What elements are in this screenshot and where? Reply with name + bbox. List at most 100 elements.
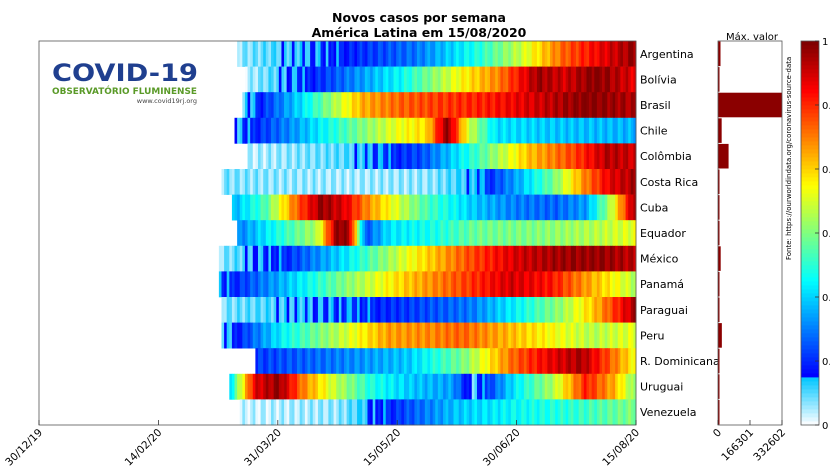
heatmap-cell [304,143,308,170]
heatmap-cell [534,169,538,195]
heatmap-cell [596,194,600,221]
heatmap-cell [325,169,329,195]
colorbar-step [801,325,819,330]
heatmap-cell [503,143,506,170]
heatmap-cell [557,271,561,298]
colorbar-step [801,57,819,62]
heatmap-cell [422,373,426,400]
heatmap-cell [375,297,379,323]
heatmap-cell [377,117,381,144]
heatmap-cell [583,194,587,221]
row-label: Cuba [640,201,668,214]
heatmap-cell [224,169,228,195]
heatmap-cell [427,117,431,144]
max-value-bar [718,348,720,374]
heatmap-cell [289,373,293,400]
heatmap-cell [615,373,619,400]
heatmap-cell [557,220,561,247]
heatmap-cell [380,117,384,144]
heatmap-cell [284,117,288,144]
heatmap-cell [242,117,246,144]
heatmap-cell [393,66,397,93]
heatmap-cell [323,41,327,67]
heatmap-cell [625,245,629,272]
heatmap-cell [297,245,301,272]
heatmap-cell [568,373,572,400]
heatmap-cell [317,348,321,375]
heatmap-cell [453,245,457,272]
heatmap-cell [414,399,418,426]
heatmap-cell [557,117,561,144]
heatmap-cell [362,143,366,170]
heatmap-cell [357,143,361,170]
heatmap-cell [430,41,434,67]
heatmap-cell [357,399,361,426]
heatmap-cell [239,373,243,400]
heatmap-cell [536,399,540,426]
heatmap-cell [359,271,363,298]
heatmap-cell [359,245,363,272]
heatmap-cell [367,399,371,426]
heatmap-cell [385,297,389,323]
heatmap-cell [508,194,512,221]
heatmap-cell [299,220,303,247]
heatmap-cell [529,169,533,195]
heatmap-cell [341,92,345,119]
max-value-bar [718,92,782,118]
colorbar-step [801,277,819,282]
heatmap-cell [268,245,272,272]
heatmap-cell [375,169,379,195]
heatmap-cell [312,373,316,400]
heatmap-cell [591,297,595,323]
heatmap-cell [278,41,282,67]
heatmap-cell [252,143,256,170]
heatmap-cell [557,373,561,400]
heatmap-cell [333,92,337,119]
heatmap-cell [492,373,496,400]
heatmap-cell [539,373,543,400]
colorbar-step [801,341,819,346]
heatmap-cell [338,322,342,349]
heatmap-cell [278,373,282,400]
heatmap-cell [440,348,444,375]
heatmap-cell [458,348,462,375]
heatmap-cell [568,399,572,426]
heatmap-cell [471,41,475,67]
heatmap-cell [406,271,410,298]
heatmap-cell [427,66,431,93]
heatmap-cell [237,117,241,144]
heatmap-cell [479,322,483,349]
heatmap-cell [315,220,319,247]
heatmap-cell [317,220,321,247]
heatmap-cell [255,373,259,400]
heatmap-cell [312,143,316,170]
heatmap-cell [453,348,457,375]
heatmap-cell [242,322,246,349]
heatmap-cell [257,297,261,323]
heatmap-cell [578,373,582,400]
colorbar-step [801,81,819,86]
heatmap-cell [583,143,587,170]
heatmap-cell [351,271,355,298]
heatmap-cell [490,41,493,67]
colorbar-step [801,237,819,242]
heatmap-cell [299,373,303,400]
heatmap-cell [427,399,431,426]
heatmap-cell [589,245,593,272]
heatmap-cell [542,373,546,400]
heatmap-cell [354,169,358,195]
heatmap-cell [398,220,402,247]
heatmap-cell [570,348,574,375]
heatmap-cell [612,322,616,349]
heatmap-cell [596,373,600,400]
heatmap-cell [547,143,551,170]
heatmap-cell [383,92,387,119]
heatmap-cell [578,169,582,195]
heatmap-cell [518,143,522,170]
heatmap-cell [276,322,280,349]
heatmap-cell [323,297,327,323]
heatmap-cell [599,117,603,144]
heatmap-cell [612,399,616,426]
heatmap-cell [443,66,447,93]
colorbar [801,41,819,426]
